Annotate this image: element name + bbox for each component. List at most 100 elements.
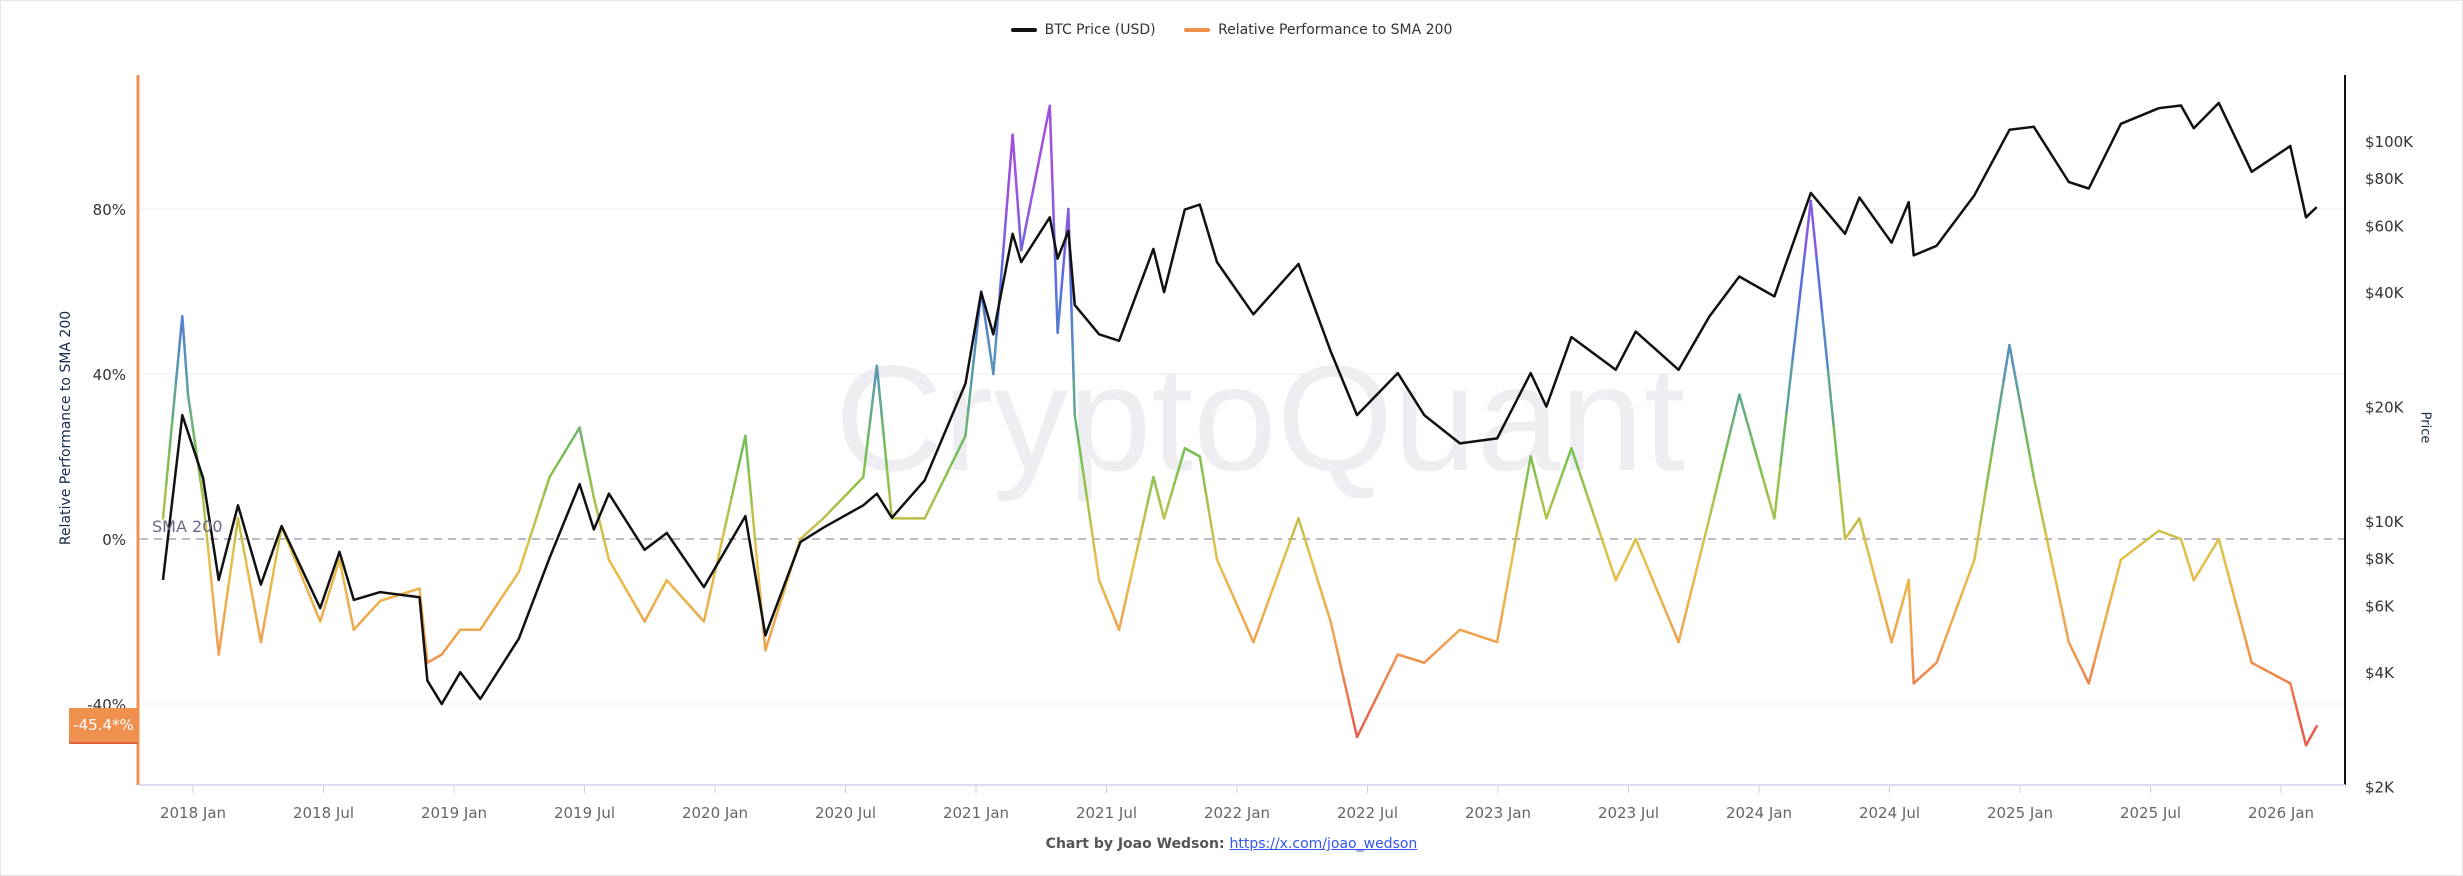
relative-performance-segment bbox=[1212, 541, 1219, 561]
relative-performance-segment bbox=[1614, 572, 1621, 582]
relative-performance-segment bbox=[871, 383, 876, 405]
relative-performance-segment bbox=[1215, 558, 1225, 575]
left-axis-title: Relative Performance to SMA 200 bbox=[58, 310, 74, 546]
relative-performance-segment bbox=[1523, 455, 1532, 489]
right-tick-label: $40K bbox=[2365, 284, 2405, 302]
right-tick-label: $4K bbox=[2365, 664, 2395, 682]
relative-performance-segment bbox=[1048, 104, 1053, 145]
relative-performance-segment bbox=[1561, 458, 1569, 473]
relative-performance-segment bbox=[585, 461, 591, 476]
relative-performance-segment bbox=[637, 609, 646, 623]
relative-performance-segment bbox=[1452, 628, 1462, 637]
relative-performance-segment bbox=[750, 506, 757, 545]
relative-performance-segment bbox=[2008, 343, 2015, 369]
relative-performance-segment bbox=[1289, 517, 1300, 541]
relative-performance-segment bbox=[1624, 551, 1631, 561]
relative-performance-segment bbox=[1791, 305, 1800, 361]
relative-performance-segment bbox=[1049, 142, 1054, 183]
relative-performance-segment bbox=[244, 558, 251, 582]
relative-performance-segment bbox=[957, 434, 967, 451]
x-tick-label: 2025 Jan bbox=[1987, 804, 2053, 822]
relative-performance-segment bbox=[1723, 434, 1731, 458]
legend-item-relative-performance[interactable]: Relative Performance to SMA 200 bbox=[1184, 22, 1452, 38]
relative-performance-segment bbox=[181, 328, 186, 344]
relative-performance-segment bbox=[182, 341, 187, 357]
relative-performance-segment bbox=[875, 364, 881, 393]
legend-item-btc-price[interactable]: BTC Price (USD) bbox=[1010, 22, 1156, 38]
relative-performance-segment bbox=[822, 510, 832, 520]
left-tick-label: 40% bbox=[93, 366, 126, 384]
relative-performance-segment bbox=[201, 496, 207, 526]
relative-performance-segment bbox=[1749, 434, 1759, 458]
relative-performance-segment bbox=[223, 585, 230, 611]
relative-performance-segment bbox=[1960, 575, 1970, 596]
relative-performance-segment bbox=[1713, 475, 1721, 499]
relative-performance-segment bbox=[340, 570, 346, 585]
relative-performance-segment bbox=[1369, 694, 1379, 711]
relative-performance-segment bbox=[2228, 579, 2237, 603]
x-tick-label: 2021 Jul bbox=[1076, 804, 1137, 822]
relative-performance-segment bbox=[1627, 544, 1634, 554]
relative-performance-segment bbox=[1501, 579, 1510, 613]
relative-performance-segment bbox=[613, 568, 623, 582]
relative-performance-segment bbox=[1313, 568, 1322, 589]
relative-performance-segment bbox=[1858, 517, 1867, 541]
relative-performance-segment bbox=[318, 609, 325, 623]
relative-performance-segment bbox=[532, 507, 541, 526]
relative-performance-segment bbox=[1549, 493, 1556, 508]
relative-performance-segment bbox=[1557, 470, 1565, 485]
relative-performance-segment bbox=[643, 613, 650, 623]
relative-performance-segment bbox=[600, 527, 606, 541]
relative-performance-segment bbox=[1908, 596, 1912, 616]
relative-performance-segment bbox=[1607, 557, 1617, 582]
relative-performance-segment bbox=[592, 496, 598, 510]
relative-performance-segment bbox=[1101, 587, 1108, 598]
relative-performance-segment bbox=[2061, 613, 2071, 644]
relative-performance-segment bbox=[293, 557, 303, 576]
legend: BTC Price (USD) Relative Performance to … bbox=[0, 20, 2463, 38]
relative-performance-segment bbox=[2119, 553, 2129, 561]
relative-performance-segment bbox=[1355, 722, 1366, 739]
relative-performance-segment bbox=[2055, 585, 2065, 616]
relative-performance-segment bbox=[338, 558, 344, 573]
footer-credit: Chart by Joao Wedson: bbox=[1045, 836, 1225, 852]
relative-performance-segment bbox=[1034, 152, 1042, 180]
relative-performance-segment bbox=[563, 442, 571, 454]
relative-performance-segment bbox=[259, 621, 266, 644]
relative-performance-segment bbox=[1058, 290, 1063, 314]
relative-performance-segment bbox=[548, 467, 556, 479]
relative-performance-segment bbox=[1599, 535, 1610, 560]
relative-performance-segment bbox=[769, 612, 779, 634]
legend-swatch-relperf bbox=[1184, 28, 1211, 32]
relative-performance-segment bbox=[2244, 640, 2253, 664]
x-tick-label: 2026 Jan bbox=[2248, 804, 2314, 822]
footer-link[interactable]: https://x.com/joao_wedson bbox=[1229, 836, 1418, 852]
relative-performance-segment bbox=[1785, 358, 1794, 414]
relative-performance-segment bbox=[671, 585, 681, 596]
relative-performance-segment bbox=[775, 593, 785, 615]
relative-performance-segment bbox=[161, 483, 168, 520]
relative-performance-segment bbox=[966, 386, 972, 414]
relative-performance-segment bbox=[185, 380, 190, 396]
relative-performance-segment bbox=[184, 367, 189, 383]
relative-performance-segment bbox=[587, 473, 593, 488]
relative-performance-segment bbox=[2020, 409, 2027, 435]
relative-performance-segment bbox=[2294, 702, 2300, 716]
relative-performance-segment bbox=[1376, 680, 1386, 697]
relative-performance-segment bbox=[1617, 565, 1624, 575]
relative-performance-segment bbox=[1893, 620, 1899, 634]
relative-performance-segment bbox=[423, 636, 428, 652]
relative-performance-segment bbox=[1259, 599, 1270, 623]
watermark: CryptoQuant bbox=[835, 334, 1685, 502]
relative-performance-segment bbox=[2289, 682, 2295, 695]
relative-performance-segment bbox=[1566, 447, 1573, 462]
relative-performance-segment bbox=[1166, 493, 1173, 508]
relative-performance-segment bbox=[992, 332, 998, 376]
relative-performance-segment bbox=[658, 585, 665, 596]
relative-performance-segment bbox=[1446, 634, 1456, 642]
relative-performance-segment bbox=[998, 253, 1005, 296]
relative-performance-segment bbox=[1162, 505, 1169, 520]
relative-performance-segment bbox=[981, 304, 987, 321]
relative-performance-segment bbox=[1979, 486, 1988, 526]
relative-performance-segment bbox=[1773, 464, 1782, 520]
